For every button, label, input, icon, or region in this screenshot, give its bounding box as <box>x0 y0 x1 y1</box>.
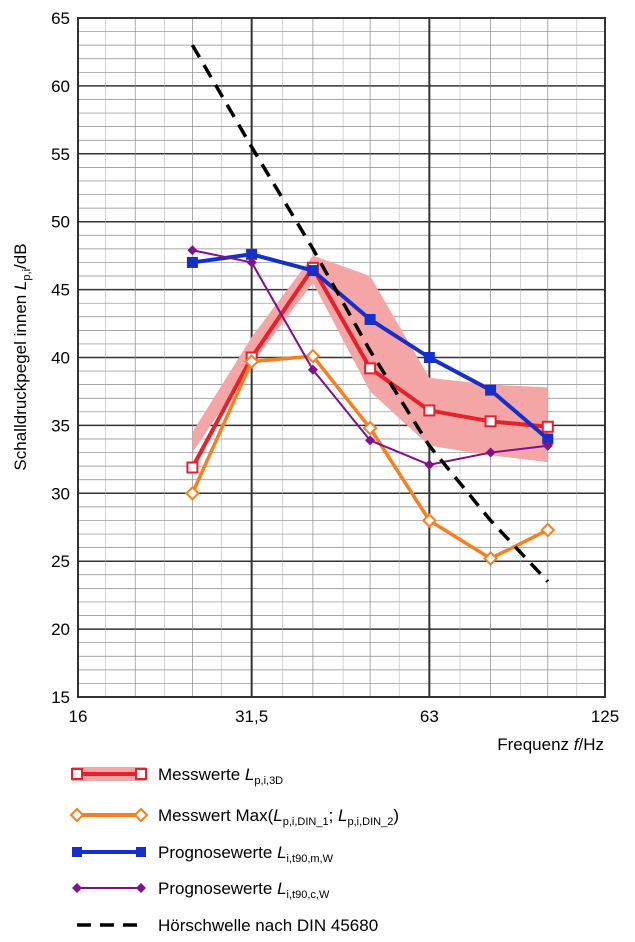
legend-marker-prognose-m-end <box>136 847 146 857</box>
legend-label-prognose-m: Prognosewerte Li,t90,m,W <box>158 843 334 865</box>
data-point <box>484 415 497 428</box>
data-point <box>307 364 318 375</box>
y-tick-label: 65 <box>51 9 70 28</box>
data-point <box>246 248 258 260</box>
plot-frame <box>77 17 606 698</box>
legend: Messwerte Lp,i,3D Messwert Max(Lp,i,DIN_… <box>69 765 399 935</box>
legend-label-messwerte: Messwerte Lp,i,3D <box>158 765 283 787</box>
y-tick-label: 45 <box>51 281 70 300</box>
legend-label-messwert-max: Messwert Max(Lp,i,DIN_1; Lp,i,DIN_2) <box>158 806 399 828</box>
legend-marker-prognose-c-end <box>136 883 146 893</box>
y-axis-label-text: Schalldruckpegel innen <box>11 290 30 471</box>
x-axis-label-var: f <box>574 735 581 754</box>
data-point <box>424 459 435 470</box>
y-tick-label: 40 <box>51 349 70 368</box>
messwerte-range-band <box>192 255 548 463</box>
series-hoerschwelle <box>190 44 550 583</box>
x-tick-label: 125 <box>591 707 619 726</box>
legend-marker-messwert-max <box>69 807 85 823</box>
x-tick-label: 16 <box>69 707 88 726</box>
data-point <box>307 265 319 277</box>
band-layer <box>192 255 548 463</box>
y-axis-label-sub: p,i <box>21 269 33 281</box>
x-axis-label-unit: /Hz <box>579 735 605 754</box>
legend-item-prognose-m: Prognosewerte Li,t90,m,W <box>72 843 334 865</box>
x-axis-label: Frequenz f/Hz <box>497 735 604 754</box>
y-tick-label: 15 <box>51 688 70 707</box>
legend-marker-messwerte-end <box>135 768 147 780</box>
y-axis-label-var: L <box>11 281 30 290</box>
data-point <box>485 384 497 396</box>
data-point <box>540 522 556 538</box>
legend-marker-messwert-max-end <box>133 807 149 823</box>
legend-item-prognose-c: Prognosewerte Li,t90,c,W <box>72 879 330 901</box>
series-messwert-max <box>184 348 556 566</box>
data-point <box>421 513 437 528</box>
series-layer <box>184 44 556 583</box>
series-line-hoerschwelle <box>190 44 550 583</box>
data-point <box>364 362 377 375</box>
legend-marker-prognose-m <box>72 847 82 857</box>
data-point <box>423 404 436 417</box>
x-tick-label: 31,5 <box>235 707 268 726</box>
x-tick-labels: 16 31,5 63 125 <box>69 707 620 726</box>
data-point <box>186 461 199 474</box>
legend-label-prognose-c: Prognosewerte Li,t90,c,W <box>158 879 330 901</box>
data-point <box>483 551 499 566</box>
series-prognose-c <box>187 245 553 470</box>
y-axis-label: Schalldruckpegel innen Lp,i/dB <box>11 243 33 470</box>
y-tick-labels: 15 20 25 30 35 40 45 50 55 60 65 <box>51 9 70 707</box>
grid <box>78 18 605 697</box>
data-point <box>244 354 260 369</box>
x-tick-label: 63 <box>420 707 439 726</box>
data-point <box>184 485 200 501</box>
y-tick-label: 50 <box>51 213 70 232</box>
x-axis-label-text: Frequenz <box>497 735 574 754</box>
y-tick-label: 20 <box>51 620 70 639</box>
data-point <box>187 245 198 256</box>
data-point <box>485 447 496 458</box>
data-point <box>542 433 554 445</box>
legend-marker-messwerte <box>71 768 83 780</box>
data-point <box>423 352 435 363</box>
legend-item-messwerte: Messwerte Lp,i,3D <box>71 765 283 787</box>
y-axis-label-unit: /dB <box>11 243 30 269</box>
series-prognose-m <box>186 248 554 445</box>
data-point <box>365 435 376 446</box>
legend-item-hoerschwelle: Hörschwelle nach DIN 45680 <box>77 916 378 935</box>
data-point <box>305 348 321 364</box>
data-point <box>362 420 378 436</box>
data-point <box>246 257 257 268</box>
data-point <box>186 256 198 268</box>
legend-label-hoerschwelle: Hörschwelle nach DIN 45680 <box>158 916 378 935</box>
data-point <box>542 440 553 451</box>
y-tick-label: 35 <box>51 416 70 435</box>
data-point <box>541 420 554 433</box>
y-tick-label: 60 <box>51 77 70 96</box>
legend-item-messwert-max: Messwert Max(Lp,i,DIN_1; Lp,i,DIN_2) <box>69 806 399 828</box>
y-tick-label: 55 <box>51 145 70 164</box>
y-tick-label: 25 <box>51 552 70 571</box>
legend-marker-prognose-c <box>72 883 82 893</box>
y-tick-label: 30 <box>51 484 70 503</box>
data-point <box>364 313 376 325</box>
